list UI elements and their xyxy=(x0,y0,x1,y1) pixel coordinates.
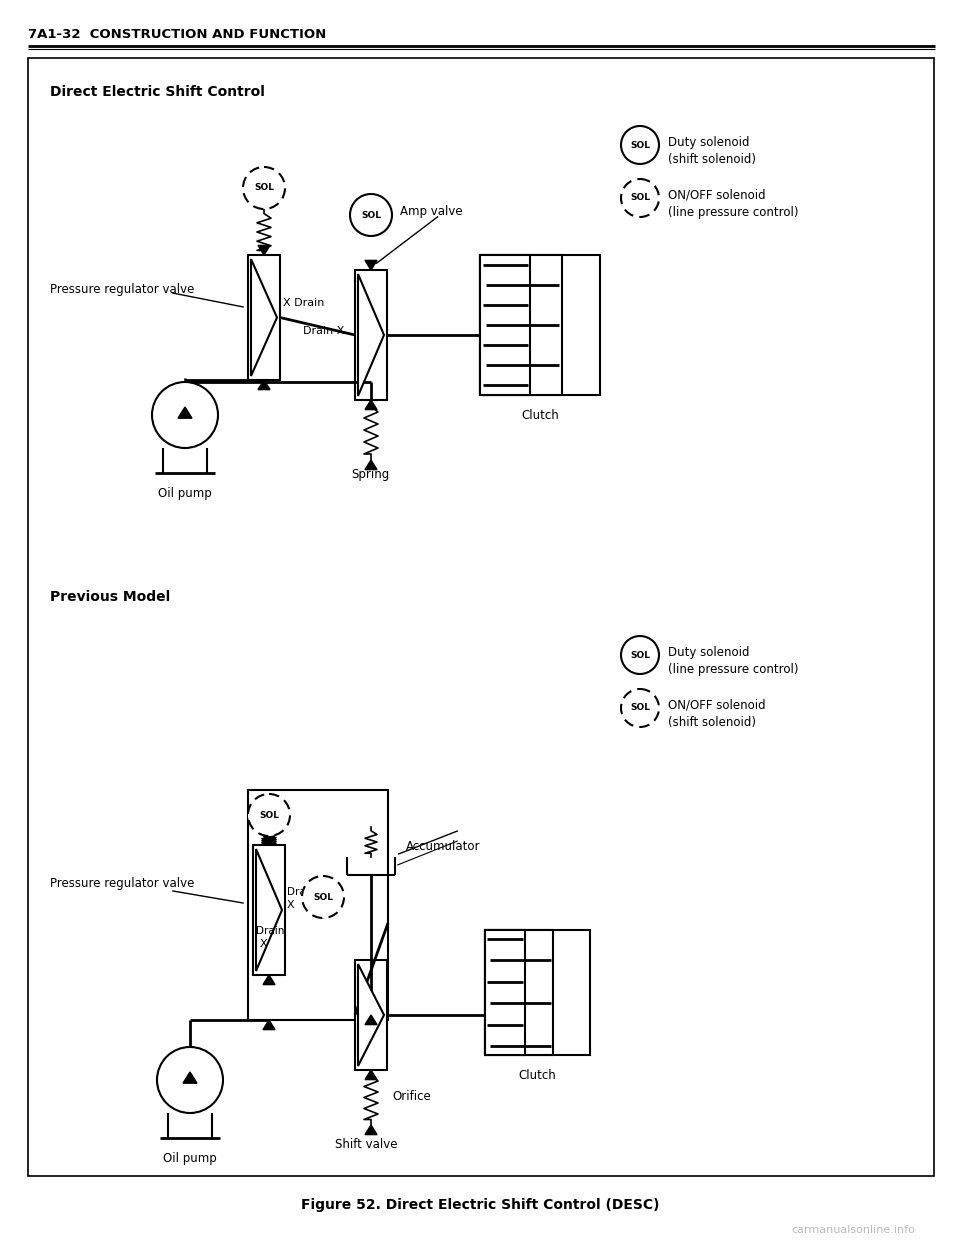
Bar xyxy=(480,255,600,395)
Text: Drain X: Drain X xyxy=(303,327,345,337)
Circle shape xyxy=(621,125,659,164)
Text: Direct Electric Shift Control: Direct Electric Shift Control xyxy=(50,84,265,99)
Polygon shape xyxy=(365,1125,377,1135)
Circle shape xyxy=(621,636,659,674)
Bar xyxy=(253,845,285,975)
Polygon shape xyxy=(358,964,384,1066)
Text: Pressure regulator valve: Pressure regulator valve xyxy=(50,878,194,891)
Bar xyxy=(248,255,280,380)
Circle shape xyxy=(350,194,392,236)
Text: carmanualsonline.info: carmanualsonline.info xyxy=(791,1225,915,1235)
Text: SOL: SOL xyxy=(254,184,274,193)
Text: Duty solenoid
(shift solenoid): Duty solenoid (shift solenoid) xyxy=(668,137,756,166)
Text: Pressure regulator valve: Pressure regulator valve xyxy=(50,282,194,296)
Bar xyxy=(480,255,530,395)
Text: Amp valve: Amp valve xyxy=(400,205,463,219)
Text: Shift valve: Shift valve xyxy=(335,1138,397,1151)
Circle shape xyxy=(302,876,344,918)
Text: Drain: Drain xyxy=(287,887,316,897)
Text: Duty solenoid
(line pressure control): Duty solenoid (line pressure control) xyxy=(668,646,799,676)
Circle shape xyxy=(243,166,285,209)
Text: ON/OFF solenoid
(line pressure control): ON/OFF solenoid (line pressure control) xyxy=(668,189,799,219)
Polygon shape xyxy=(263,1020,275,1030)
Circle shape xyxy=(621,179,659,217)
Text: X: X xyxy=(260,939,268,949)
Bar xyxy=(248,790,388,1020)
Polygon shape xyxy=(365,460,377,469)
Polygon shape xyxy=(258,246,270,255)
Bar xyxy=(485,930,525,1054)
Text: Previous Model: Previous Model xyxy=(50,590,170,604)
Text: Oil pump: Oil pump xyxy=(163,1153,217,1165)
Polygon shape xyxy=(365,261,377,270)
Circle shape xyxy=(157,1047,223,1113)
Polygon shape xyxy=(178,407,192,419)
Polygon shape xyxy=(358,274,384,396)
Text: Oil pump: Oil pump xyxy=(158,487,212,501)
Polygon shape xyxy=(365,400,377,410)
Text: SOL: SOL xyxy=(630,703,650,713)
Text: Orifice: Orifice xyxy=(392,1090,431,1103)
Text: Clutch: Clutch xyxy=(518,1069,556,1082)
Text: SOL: SOL xyxy=(630,651,650,660)
Text: Clutch: Clutch xyxy=(521,409,559,422)
Text: Spring: Spring xyxy=(351,468,389,481)
Polygon shape xyxy=(183,1072,197,1083)
Circle shape xyxy=(621,689,659,727)
Text: ON/OFF solenoid
(shift solenoid): ON/OFF solenoid (shift solenoid) xyxy=(668,699,766,729)
Polygon shape xyxy=(317,908,329,918)
Bar xyxy=(355,960,387,1071)
Text: X: X xyxy=(287,899,295,909)
Circle shape xyxy=(248,794,290,836)
Polygon shape xyxy=(365,1071,377,1079)
Polygon shape xyxy=(263,836,275,845)
Text: SOL: SOL xyxy=(630,194,650,202)
Polygon shape xyxy=(251,260,277,376)
Text: Accumulator: Accumulator xyxy=(406,840,481,853)
Bar xyxy=(355,270,387,400)
Bar xyxy=(485,930,590,1054)
Polygon shape xyxy=(365,1015,377,1025)
Text: SOL: SOL xyxy=(313,893,333,902)
Text: X Drain: X Drain xyxy=(283,298,324,308)
Bar xyxy=(485,930,553,1054)
Text: SOL: SOL xyxy=(259,811,279,820)
Text: Drain: Drain xyxy=(256,925,284,935)
Text: SOL: SOL xyxy=(361,210,381,220)
Text: 7A1-32  CONSTRUCTION AND FUNCTION: 7A1-32 CONSTRUCTION AND FUNCTION xyxy=(28,29,326,41)
Text: Figure 52. Direct Electric Shift Control (DESC): Figure 52. Direct Electric Shift Control… xyxy=(300,1199,660,1212)
Polygon shape xyxy=(263,975,275,985)
Polygon shape xyxy=(258,380,270,390)
Text: SOL: SOL xyxy=(630,140,650,149)
Polygon shape xyxy=(256,850,282,971)
Circle shape xyxy=(152,383,218,448)
Bar xyxy=(480,255,562,395)
